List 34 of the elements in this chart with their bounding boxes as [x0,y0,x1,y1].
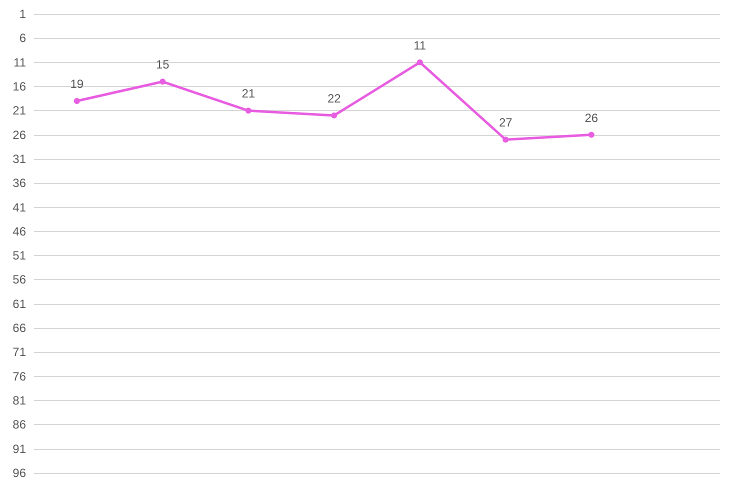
y-tick-label: 76 [12,369,26,384]
y-tick-label: 16 [12,79,26,94]
y-tick-label: 51 [12,248,26,263]
point [74,98,80,104]
point [245,108,252,114]
y-tick-label: 31 [12,152,26,166]
data-label: 19 [70,76,84,91]
y-tick-label: 41 [12,200,26,214]
y-tick-label: 21 [12,104,26,118]
data-label: 21 [242,86,256,101]
y-tick-label: 86 [12,418,26,432]
y-tick-label: 61 [12,296,26,311]
y-tick-label: 71 [12,345,26,360]
y-tick-label: 81 [12,394,26,408]
point [160,78,166,85]
y-tick-label: 96 [12,466,26,480]
y-tick-label: 26 [12,128,26,142]
data-label: 22 [327,91,342,106]
y-tick-label: 56 [12,272,26,287]
y-tick-label: 36 [12,176,26,190]
point [331,112,338,118]
y-tick-label: 66 [12,321,26,336]
point [588,132,594,138]
data-label: 26 [584,110,598,125]
y-tick-label: 46 [12,224,26,238]
data-label: 15 [156,58,170,72]
y-tick-label: 1 [19,7,26,21]
y-tick-label: 11 [14,55,26,70]
point [416,59,423,66]
y-tick-label: 91 [12,442,26,456]
y-tick-label: 6 [19,31,26,46]
point [502,136,509,143]
data-label: 27 [498,116,513,130]
data-label: 11 [414,38,426,52]
